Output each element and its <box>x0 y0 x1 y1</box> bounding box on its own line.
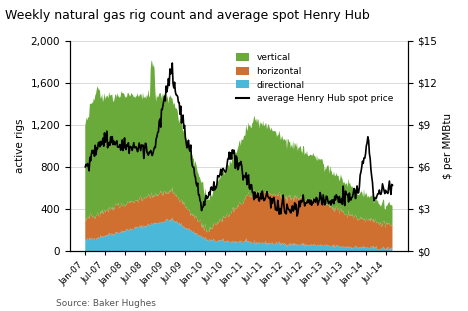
Text: Source: Baker Hughes: Source: Baker Hughes <box>56 299 156 308</box>
Legend: vertical, horizontal, directional, average Henry Hub spot price: vertical, horizontal, directional, avera… <box>232 49 396 107</box>
Y-axis label: $ per MMBtu: $ per MMBtu <box>443 113 453 179</box>
Text: Weekly natural gas rig count and average spot Henry Hub: Weekly natural gas rig count and average… <box>5 9 369 22</box>
Y-axis label: active rigs: active rigs <box>15 119 25 173</box>
